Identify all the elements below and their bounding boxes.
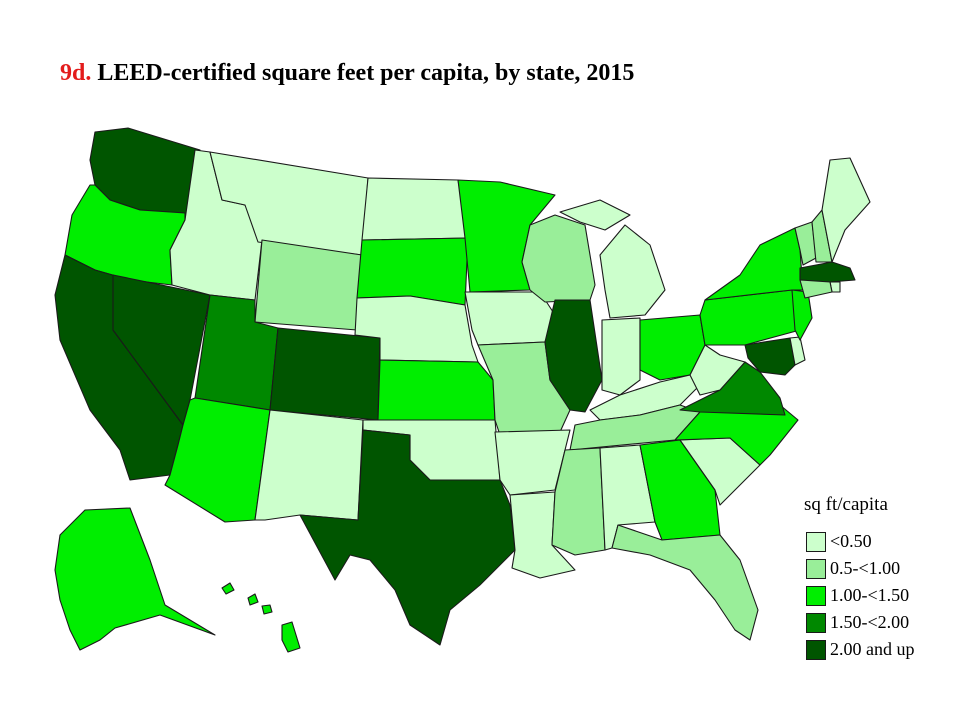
- legend-title: sq ft/capita: [804, 494, 888, 515]
- state-ME[interactable]: [821, 157, 871, 263]
- legend-label: 1.50-<2.00: [830, 612, 910, 632]
- legend: sq ft/capita <0.50 0.5-<1.00 1.00-<1.50 …: [804, 494, 915, 663]
- state-MI-upper[interactable]: [559, 199, 631, 231]
- state-AK[interactable]: [54, 507, 216, 651]
- legend-swatch: [806, 558, 826, 579]
- state-KS[interactable]: [377, 359, 496, 421]
- legend-label: 2.00 and up: [830, 639, 915, 659]
- state-HI-1[interactable]: [221, 582, 235, 595]
- legend-item: 0.5-<1.00: [806, 555, 915, 582]
- title-prefix: 9d.: [60, 60, 92, 86]
- legend-swatch: [806, 612, 826, 633]
- legend-swatch: [806, 531, 826, 552]
- state-WY[interactable]: [254, 239, 363, 331]
- legend-item: 2.00 and up: [806, 636, 915, 663]
- legend-swatch: [806, 639, 826, 660]
- state-HI-4[interactable]: [281, 621, 301, 653]
- state-HI-3[interactable]: [261, 604, 273, 615]
- state-MI[interactable]: [599, 224, 666, 319]
- state-DE[interactable]: [789, 336, 806, 366]
- legend-label: <0.50: [830, 531, 872, 551]
- title-text: LEED-certified square feet per capita, b…: [97, 60, 635, 86]
- state-IA[interactable]: [464, 291, 556, 346]
- state-CO[interactable]: [269, 327, 381, 421]
- state-IN[interactable]: [601, 317, 641, 396]
- state-CT[interactable]: [799, 279, 833, 299]
- state-FL[interactable]: [611, 524, 759, 641]
- legend-label: 0.5-<1.00: [830, 558, 901, 578]
- legend-item: 1.50-<2.00: [806, 609, 915, 636]
- map-title: 9d. LEED-certified square feet per capit…: [60, 60, 634, 87]
- state-NY[interactable]: [704, 227, 804, 301]
- state-TX[interactable]: [299, 429, 516, 646]
- legend-item: <0.50: [806, 528, 915, 555]
- state-WI[interactable]: [521, 214, 596, 303]
- state-IL[interactable]: [544, 299, 603, 413]
- state-AR[interactable]: [494, 429, 571, 496]
- state-MA[interactable]: [799, 261, 856, 283]
- state-HI-2[interactable]: [247, 593, 259, 606]
- state-NM[interactable]: [254, 409, 364, 521]
- legend-label: 1.00-<1.50: [830, 585, 910, 605]
- legend-swatch: [806, 585, 826, 606]
- state-VT[interactable]: [794, 221, 817, 266]
- state-SD[interactable]: [356, 237, 469, 306]
- legend-item: 1.00-<1.50: [806, 582, 915, 609]
- state-ND[interactable]: [361, 177, 469, 241]
